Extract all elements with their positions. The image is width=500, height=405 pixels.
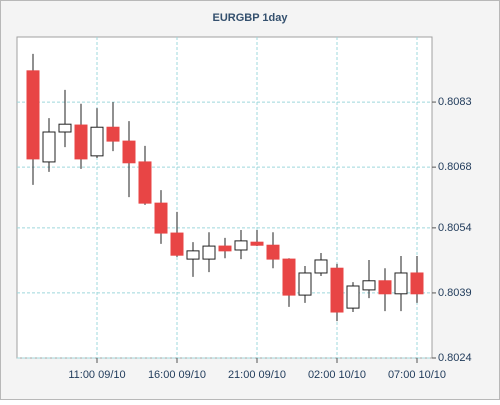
candle-body — [106, 126, 120, 142]
x-tick-label: 21:00 09/10 — [228, 369, 286, 381]
y-tick-label: 0.8083 — [438, 96, 472, 108]
chart-title: EURGBP 1day — [213, 12, 289, 24]
x-tick-label: 16:00 09/10 — [148, 369, 206, 381]
candle-body — [218, 245, 232, 252]
candle-body — [186, 250, 200, 260]
candle-body — [266, 244, 280, 260]
candle-body — [298, 272, 312, 296]
plot-area — [16, 36, 433, 359]
candle-body — [138, 161, 152, 204]
candle-body — [58, 123, 72, 133]
candle-body — [154, 202, 168, 234]
candle-body — [314, 259, 328, 274]
x-tick-label: 07:00 10/10 — [388, 369, 446, 381]
candle-body — [122, 140, 136, 164]
candle-body — [362, 280, 376, 291]
x-tick-label: 11:00 09/10 — [68, 369, 125, 381]
candle-body — [202, 245, 216, 260]
candle-body — [170, 232, 184, 256]
candle-body — [250, 241, 264, 246]
candle-body — [346, 285, 360, 309]
y-tick-label: 0.8039 — [438, 287, 472, 299]
candle-body — [330, 267, 344, 313]
y-tick-label: 0.8068 — [438, 161, 472, 173]
x-tick-label: 02:00 10/10 — [308, 369, 366, 381]
candle-body — [90, 126, 104, 157]
y-tick-label: 0.8024 — [438, 352, 472, 364]
candle-body — [42, 131, 56, 163]
candle-body — [282, 258, 296, 296]
candle-body — [74, 124, 88, 160]
candle-body — [234, 240, 248, 251]
y-tick-label: 0.8054 — [438, 222, 472, 234]
candle-body — [26, 70, 40, 160]
candle-body — [378, 280, 392, 295]
candle-body — [410, 272, 424, 295]
candle-body — [394, 272, 408, 295]
